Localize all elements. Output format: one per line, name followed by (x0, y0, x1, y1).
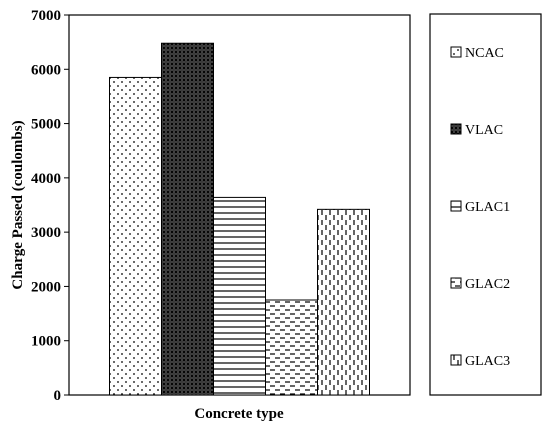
bars (109, 42, 370, 396)
bar-glac3 (317, 208, 370, 396)
y-axis: 0 1000 2000 3000 4000 5000 6000 7000 (31, 8, 69, 404)
legend: NCAC VLAC GLAC1 GLAC2 GLAC3 (450, 46, 510, 369)
legend-swatch-ncac (450, 46, 462, 58)
legend-box (429, 13, 542, 396)
legend-label-glac2: GLAC2 (465, 277, 510, 292)
legend-swatch-glac1 (450, 200, 462, 212)
y-tick-label: 1000 (31, 334, 61, 350)
legend-label-glac1: GLAC1 (465, 200, 510, 215)
y-tick-label: 0 (54, 388, 62, 404)
y-tick-label: 3000 (31, 225, 61, 241)
y-tick-label: 7000 (31, 8, 61, 24)
legend-label-ncac: NCAC (465, 46, 504, 61)
y-tick-label: 6000 (31, 62, 61, 78)
legend-swatch-vlac (450, 123, 462, 135)
bar-glac1 (213, 196, 266, 396)
y-tick-label: 5000 (31, 117, 61, 133)
y-axis-title: Charge Passed (coulombs) (10, 120, 26, 289)
legend-label-vlac: VLAC (465, 123, 503, 138)
bar-ncac (109, 76, 162, 396)
bar-vlac (161, 42, 214, 396)
bar-glac2 (265, 299, 318, 396)
legend-label-glac3: GLAC3 (465, 354, 510, 369)
y-tick-label: 2000 (31, 279, 61, 295)
y-tick-label: 4000 (31, 171, 61, 187)
x-axis-title: Concrete type (194, 406, 284, 422)
legend-swatch-glac3 (450, 354, 462, 366)
legend-swatch-glac2 (450, 277, 462, 289)
